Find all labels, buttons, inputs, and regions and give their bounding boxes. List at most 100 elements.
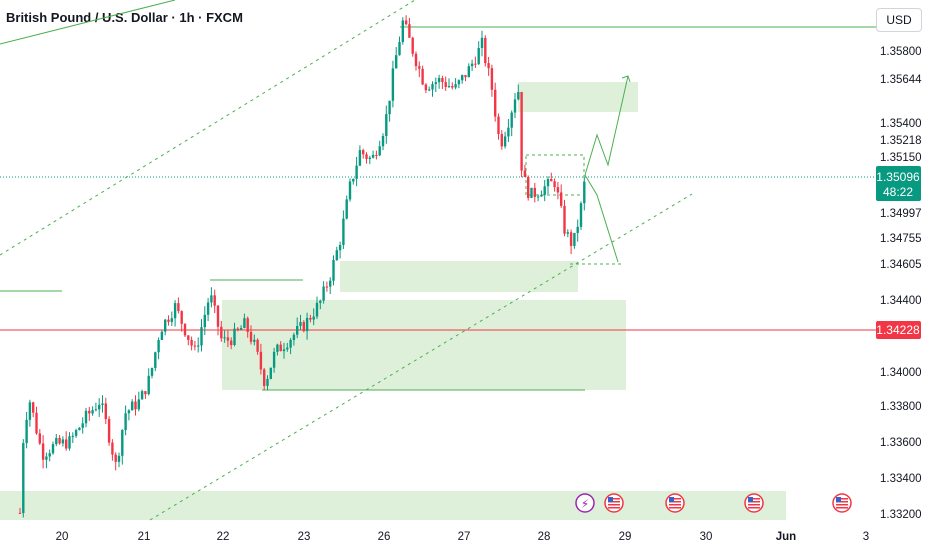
candle-down xyxy=(404,20,408,25)
candle-up xyxy=(51,444,55,454)
us-flag-event-icon[interactable] xyxy=(665,493,685,513)
candles-layer xyxy=(18,15,586,518)
candle-up xyxy=(150,368,154,376)
candle-up xyxy=(332,260,335,281)
candle-down xyxy=(220,326,223,339)
price-tick-label: 1.35644 xyxy=(880,74,922,86)
candle-up xyxy=(45,456,48,460)
candle-up xyxy=(289,339,292,348)
economic-events[interactable]: ⚡ xyxy=(575,493,852,513)
candle-up xyxy=(507,127,510,137)
candle-up xyxy=(269,367,272,379)
candle-up xyxy=(342,218,345,245)
candle-up xyxy=(513,99,517,113)
candle-up xyxy=(305,317,309,332)
demand-zone-lower xyxy=(222,300,626,390)
candle-up xyxy=(348,181,352,200)
candle-down xyxy=(494,89,497,117)
candle-up xyxy=(266,378,269,386)
candle-down xyxy=(414,53,418,67)
candle-down xyxy=(213,295,216,306)
candle-up xyxy=(154,352,157,369)
current-price-tag: 1.35096 48:22 xyxy=(876,166,921,201)
candle-down xyxy=(497,116,500,135)
candle-down xyxy=(65,439,68,449)
red-level-value: 1.34228 xyxy=(876,323,920,337)
candle-up xyxy=(536,196,540,198)
candle-up xyxy=(345,199,348,219)
candle-up xyxy=(272,351,276,368)
candle-up xyxy=(385,114,388,137)
candle-up xyxy=(457,80,461,85)
candle-down xyxy=(246,318,249,332)
candle-up xyxy=(319,300,322,303)
candle-up xyxy=(200,327,203,346)
candle-up xyxy=(28,402,32,420)
candle-up xyxy=(480,37,484,49)
candle-up xyxy=(358,150,362,166)
candle-down xyxy=(302,322,305,332)
candle-down xyxy=(38,433,41,444)
candle-up xyxy=(276,344,279,352)
candle-down xyxy=(187,335,190,340)
us-flag-event-icon[interactable] xyxy=(604,493,624,513)
price-tick-label: 1.33600 xyxy=(880,437,922,449)
candle-up xyxy=(206,302,210,315)
candle-up xyxy=(510,112,513,128)
supply-demand-zones xyxy=(0,82,786,520)
candle-up xyxy=(91,410,94,414)
candle-up xyxy=(94,409,98,411)
candle-down xyxy=(563,205,566,234)
candle-up xyxy=(68,436,71,449)
candle-up xyxy=(74,430,78,436)
candle-down xyxy=(180,311,183,324)
price-axis[interactable]: 1.35800 1.35644 1.35400 1.35218 1.35150 1.349… xyxy=(880,46,922,521)
candle-down xyxy=(111,442,114,455)
us-flag-event-icon[interactable] xyxy=(832,493,852,513)
candle-down xyxy=(114,454,117,462)
us-flag-event-icon[interactable] xyxy=(744,493,764,513)
candle-down xyxy=(236,328,239,330)
candle-up xyxy=(210,295,213,303)
candle-up xyxy=(81,423,84,428)
candle-up xyxy=(338,244,342,251)
candle-up xyxy=(355,165,358,179)
date-tick-label: 30 xyxy=(700,531,713,543)
candle-up xyxy=(335,250,338,261)
date-tick-label: 21 xyxy=(138,531,151,543)
candle-down xyxy=(58,437,61,444)
candle-down xyxy=(190,339,193,346)
candle-down xyxy=(325,286,329,288)
flash-event-icon[interactable]: ⚡ xyxy=(575,493,595,513)
candle-down xyxy=(309,317,312,320)
candle-down xyxy=(484,37,487,64)
candle-down xyxy=(362,150,365,155)
candle-up xyxy=(25,419,28,444)
candle-up xyxy=(431,84,434,90)
currency-selector[interactable]: USD xyxy=(876,8,922,32)
candle-up xyxy=(121,430,124,456)
candle-up xyxy=(470,63,474,67)
candle-up xyxy=(282,349,286,352)
red-level-tag: 1.34228 xyxy=(876,321,921,339)
candle-up xyxy=(147,375,150,395)
candle-up xyxy=(566,232,569,234)
candle-up xyxy=(398,41,401,56)
candle-down xyxy=(41,443,45,460)
date-tick-label: 27 xyxy=(458,531,471,543)
candle-up xyxy=(391,68,395,101)
supply-zone-upper xyxy=(518,82,638,112)
price-tick-label: 1.34997 xyxy=(880,208,922,220)
candle-up xyxy=(164,319,167,332)
candle-up xyxy=(197,345,200,347)
candle-down xyxy=(441,78,444,83)
candle-down xyxy=(193,345,197,347)
candle-down xyxy=(263,369,266,386)
candle-down xyxy=(88,410,91,414)
candle-up xyxy=(55,437,58,445)
time-axis[interactable]: 20 21 22 23 26 27 28 29 30 Jun 3 xyxy=(56,531,870,543)
price-tick-label: 1.34000 xyxy=(880,367,922,379)
date-tick-label: 29 xyxy=(619,531,632,543)
candle-down xyxy=(474,63,477,65)
